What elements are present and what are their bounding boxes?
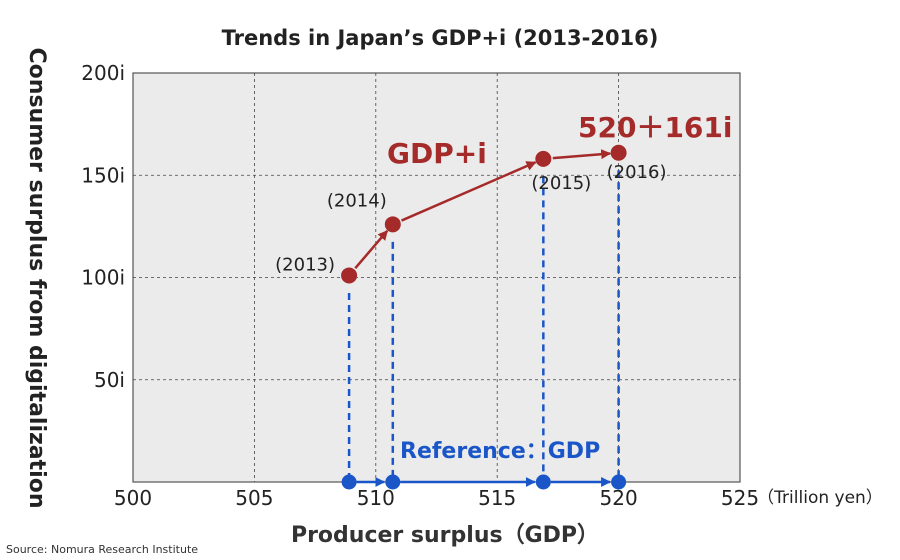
reference-label: Reference：GDP [400, 439, 600, 464]
year-label: (2015) [531, 173, 591, 194]
y-tick-label: 150i [81, 163, 125, 187]
year-label: (2014) [327, 190, 387, 211]
gdp-point [385, 474, 401, 490]
x-tick-labels: 500 505 510 515 520 525 [114, 486, 759, 510]
year-label: (2016) [607, 162, 667, 183]
x-tick-label: 515 [478, 486, 516, 510]
gdp-i-point [610, 144, 627, 161]
gdp-i-point [341, 267, 358, 284]
gdp-i-label: GDP+i [387, 137, 487, 170]
gdp-i-arrow [354, 229, 389, 270]
y-tick-label: 100i [81, 266, 125, 290]
gdp-point [341, 474, 357, 490]
y-axis-label: Consumer surplus from digitalization [24, 48, 49, 509]
x-tick-label: 510 [357, 486, 395, 510]
x-tick-label: 525 [721, 486, 759, 510]
series: (2013) (2014) (2015) (2016) [275, 144, 667, 490]
y-tick-label: 200i [81, 61, 125, 85]
gdp-i-arrow [552, 149, 612, 160]
y-tick-label: 50i [94, 368, 125, 392]
value-label: 520＋161i [578, 111, 733, 144]
grid-lines [133, 73, 740, 482]
gdp-point [611, 474, 627, 490]
x-tick-label: 520 [600, 486, 638, 510]
x-unit-label: （Trillion yen） [757, 488, 883, 508]
gdp-i-arrow [401, 161, 537, 222]
x-axis-label: Producer surplus（GDP） [291, 523, 599, 548]
gdp-point [535, 474, 551, 490]
x-tick-label: 500 [114, 486, 152, 510]
chart-title: Trends in Japan’s GDP+i (2013-2016) [222, 26, 659, 50]
gdp-i-point [535, 150, 552, 167]
source-note: Source: Nomura Research Institute [6, 543, 199, 556]
y-tick-labels: 50i 100i 150i 200i [81, 61, 125, 392]
year-label: (2013) [275, 254, 335, 275]
gdp-i-point [384, 216, 401, 233]
x-tick-label: 505 [235, 486, 273, 510]
